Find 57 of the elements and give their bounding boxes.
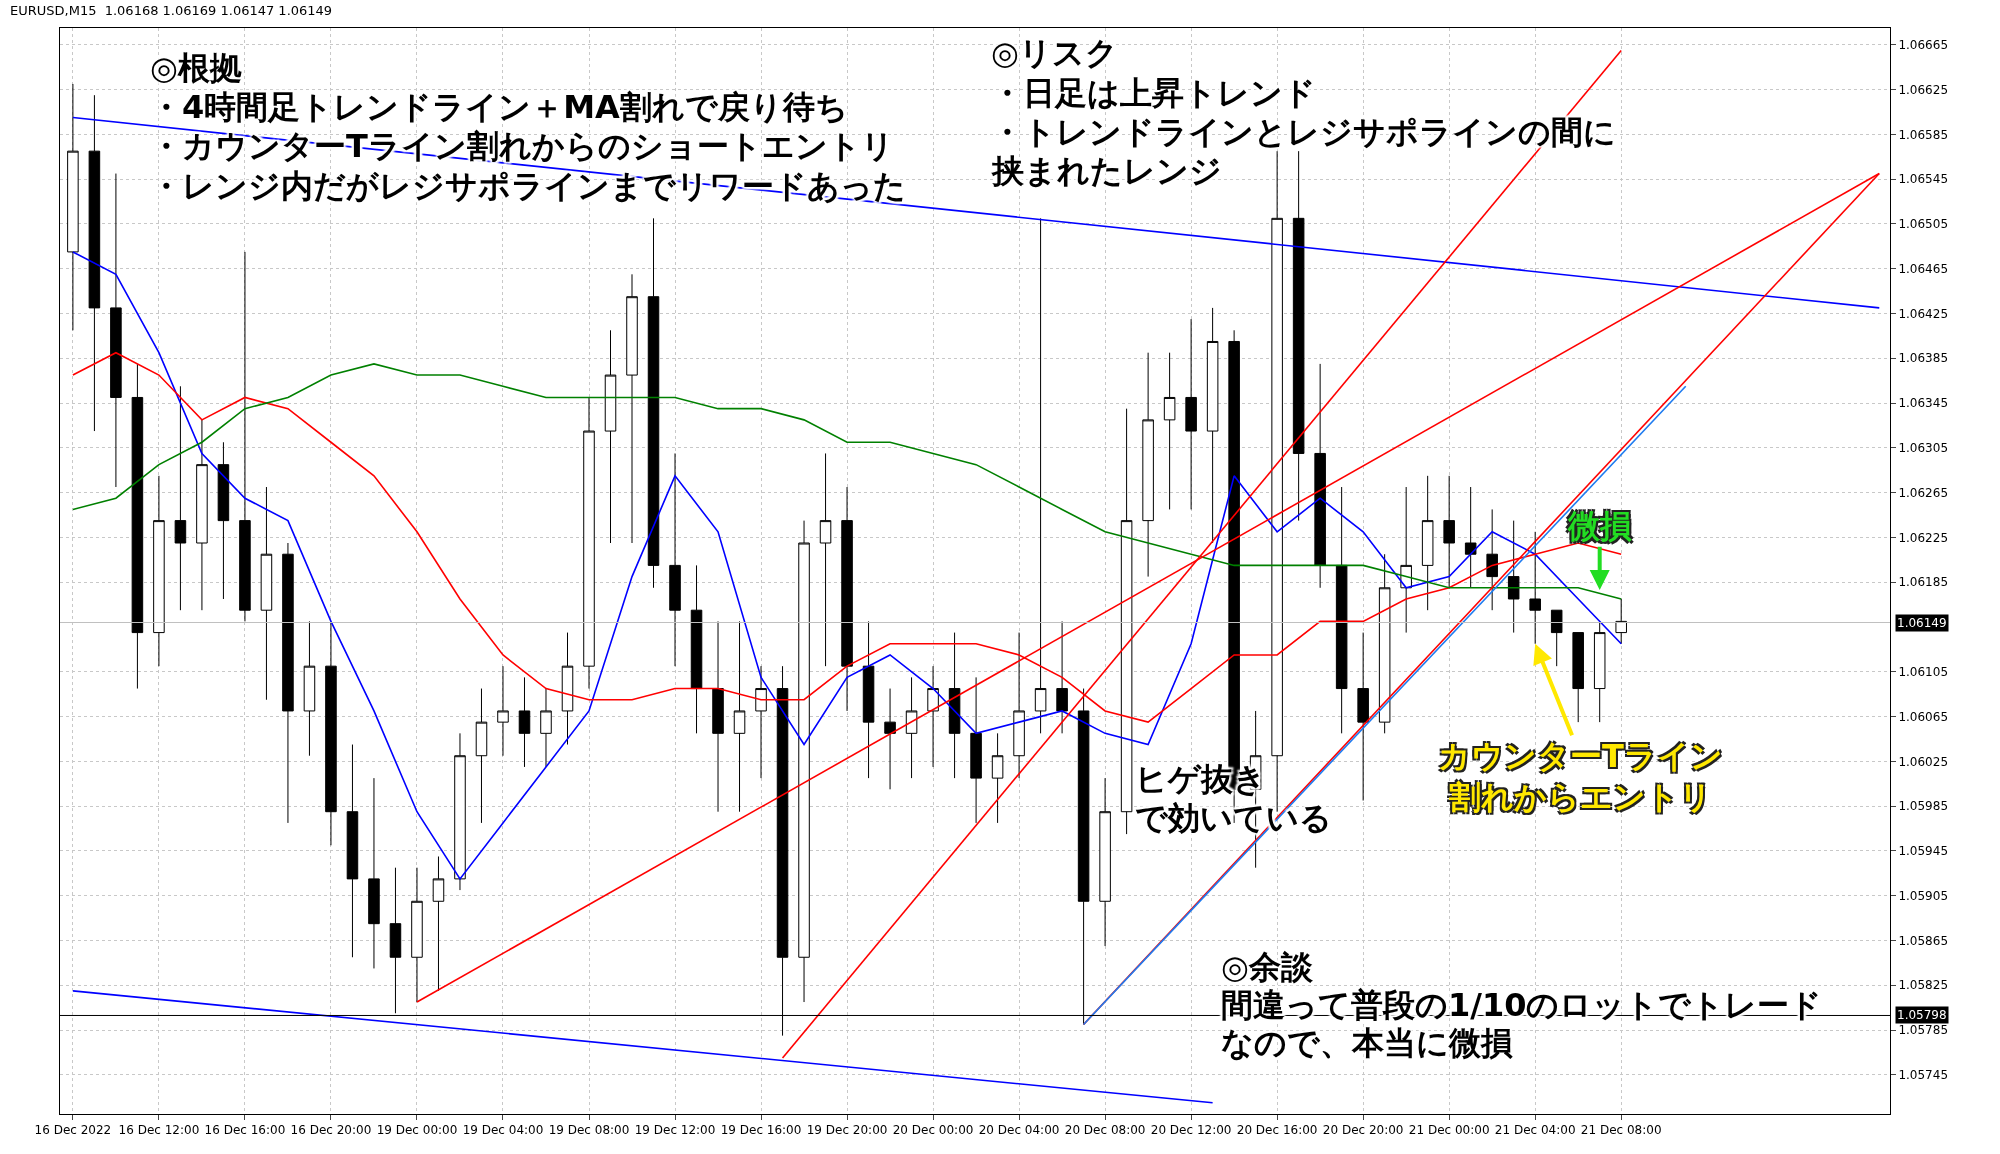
ref-line-label: 1.06149 <box>1897 616 1947 630</box>
annotation: 割れからエントリ <box>1448 778 1712 816</box>
x-tick-label: 16 Dec 2022 <box>34 1123 112 1138</box>
x-tick-label: 20 Dec 00:00 <box>892 1123 974 1138</box>
x-tick-label: 19 Dec 12:00 <box>634 1123 716 1138</box>
y-tick-label: 1.05985 <box>1898 799 1949 814</box>
x-tick-label: 20 Dec 04:00 <box>978 1123 1060 1138</box>
x-tick-label: 19 Dec 20:00 <box>806 1123 888 1138</box>
y-tick-label: 1.05865 <box>1898 933 1949 948</box>
x-tick-label: 21 Dec 00:00 <box>1408 1123 1490 1138</box>
annotation: ◎リスク <box>991 34 1118 72</box>
y-tick-label: 1.06545 <box>1898 172 1949 187</box>
x-tick-label: 19 Dec 08:00 <box>548 1123 630 1138</box>
y-tick-label: 1.05785 <box>1898 1023 1949 1038</box>
y-tick-label: 1.06625 <box>1898 82 1949 97</box>
x-tick-label: 21 Dec 04:00 <box>1494 1123 1576 1138</box>
y-tick-label: 1.06665 <box>1898 37 1949 52</box>
x-tick-label: 20 Dec 08:00 <box>1064 1123 1146 1138</box>
annotation: ・トレンドラインとレジサポラインの間に <box>991 113 1616 151</box>
x-tick-label: 16 Dec 20:00 <box>290 1123 372 1138</box>
x-tick-label: 19 Dec 16:00 <box>720 1123 802 1138</box>
y-tick-label: 1.06505 <box>1898 217 1949 232</box>
y-tick-label: 1.06065 <box>1898 709 1949 724</box>
annotation: 挟まれたレンジ <box>991 152 1222 190</box>
y-tick-label: 1.06465 <box>1898 261 1949 276</box>
annotation: ◎余談 <box>1221 948 1314 986</box>
x-tick-label: 19 Dec 04:00 <box>462 1123 544 1138</box>
x-tick-label: 20 Dec 12:00 <box>1150 1123 1232 1138</box>
y-tick-label: 1.06345 <box>1898 396 1949 411</box>
y-tick-label: 1.05945 <box>1898 844 1949 859</box>
annotation: なので、本当に微損 <box>1221 1024 1513 1062</box>
annotation: ・日足は上昇トレンド <box>991 74 1316 112</box>
x-tick-label: 20 Dec 16:00 <box>1236 1123 1318 1138</box>
annotation: 微損 <box>1567 507 1632 545</box>
y-tick-label: 1.06425 <box>1898 306 1949 321</box>
annotation: カウンターTライン <box>1438 737 1723 775</box>
y-tick-label: 1.06105 <box>1898 664 1949 679</box>
y-tick-label: 1.06305 <box>1898 441 1949 456</box>
x-tick-label: 19 Dec 00:00 <box>376 1123 458 1138</box>
y-tick-label: 1.05825 <box>1898 978 1949 993</box>
ref-line-label: 1.05798 <box>1897 1008 1947 1022</box>
chart-title: EURUSD,M15 1.06168 1.06169 1.06147 1.06149 <box>10 2 333 18</box>
annotation: ◎根拠 <box>150 49 242 87</box>
x-tick-label: 21 Dec 08:00 <box>1580 1123 1662 1138</box>
annotation: ・4時間足トレンドライン＋MA割れで戻り待ち <box>150 88 848 126</box>
x-tick-label: 20 Dec 20:00 <box>1322 1123 1404 1138</box>
y-tick-label: 1.05745 <box>1898 1068 1949 1083</box>
annotation: 間違って普段の1/10のロットでトレード <box>1221 986 1823 1024</box>
y-tick-label: 1.06025 <box>1898 754 1949 769</box>
y-tick-label: 1.06265 <box>1898 485 1949 500</box>
y-tick-label: 1.06225 <box>1898 530 1949 545</box>
x-tick-label: 16 Dec 16:00 <box>204 1123 286 1138</box>
y-tick-label: 1.06585 <box>1898 127 1949 142</box>
y-tick-label: 1.05905 <box>1898 888 1949 903</box>
y-tick-label: 1.06385 <box>1898 351 1949 366</box>
x-tick-label: 16 Dec 12:00 <box>118 1123 200 1138</box>
y-tick-label: 1.06185 <box>1898 575 1949 590</box>
